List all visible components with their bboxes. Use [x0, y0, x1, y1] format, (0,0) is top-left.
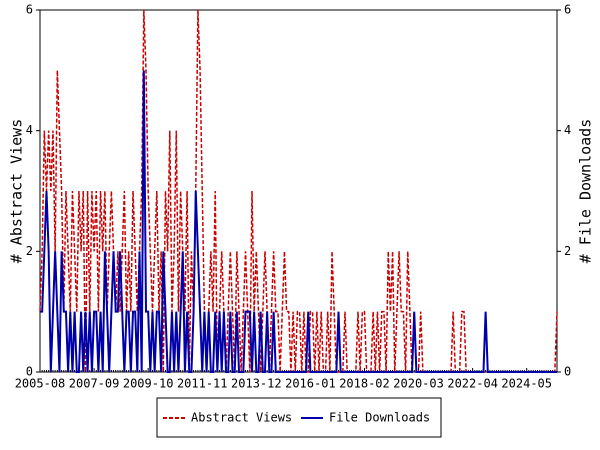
- y-tick-label: 6: [26, 3, 33, 17]
- y2-tick-label: 2: [564, 244, 571, 258]
- x-tick-label: 2009-10: [123, 377, 174, 391]
- y2-axis-label: # File Downloads: [577, 119, 595, 264]
- x-tick-label: 2011-11: [177, 377, 228, 391]
- x-tick-label: 2020-03: [393, 377, 444, 391]
- x-tick-label: 2013-12: [231, 377, 282, 391]
- x-tick-label: 2024-05: [501, 377, 552, 391]
- x-tick-label: 2005-08: [15, 377, 66, 391]
- y-axis-label: # Abstract Views: [8, 119, 26, 264]
- x-tick-label: 2022-04: [447, 377, 498, 391]
- x-tick-label: 2016-01: [285, 377, 336, 391]
- legend-label: File Downloads: [329, 411, 430, 425]
- series-line: [39, 9, 558, 373]
- y2-tick-label: 4: [564, 123, 571, 137]
- x-tick-label: 2018-02: [339, 377, 390, 391]
- x-tick-label: 2007-09: [69, 377, 120, 391]
- y-tick-label: 0: [26, 365, 33, 379]
- legend-label: Abstract Views: [191, 411, 292, 425]
- plot-frame: [39, 9, 558, 373]
- y2-tick-label: 6: [564, 3, 571, 17]
- legend-box: [156, 397, 442, 438]
- y-tick-label: 4: [26, 123, 33, 137]
- y-tick-label: 2: [26, 244, 33, 258]
- y2-tick-label: 0: [564, 365, 571, 379]
- series-line: [40, 70, 557, 373]
